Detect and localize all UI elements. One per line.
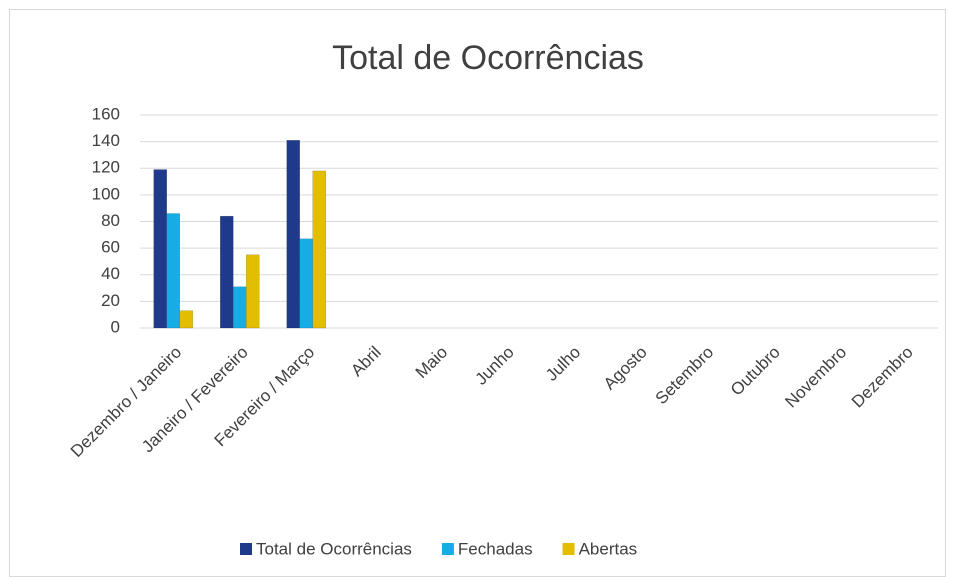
y-tick-label: 140 [92, 131, 120, 150]
bar [299, 238, 313, 329]
bar [286, 140, 300, 329]
bar [220, 215, 234, 329]
bar [166, 213, 180, 329]
legend-label: Total de Ocorrências [256, 539, 412, 558]
bar [312, 170, 326, 329]
y-tick-label: 60 [101, 238, 120, 257]
bar [246, 254, 260, 329]
legend-swatch [441, 543, 454, 555]
legend-swatch [240, 543, 252, 555]
y-tick-label: 0 [111, 317, 120, 336]
bar [153, 169, 167, 329]
y-tick-label: 160 [92, 104, 120, 123]
y-tick-label: 20 [101, 291, 120, 310]
chart-frame [9, 9, 946, 577]
legend-swatch [562, 543, 575, 555]
legend-label: Fechadas [458, 539, 533, 558]
y-tick-label: 100 [92, 184, 120, 203]
y-tick-label: 40 [101, 264, 120, 283]
legend-label: Abertas [579, 539, 638, 558]
y-tick-label: 80 [101, 211, 120, 230]
bar [233, 286, 247, 329]
y-tick-label: 120 [92, 158, 120, 177]
bar [179, 310, 193, 329]
chart-title: Total de Ocorrências [332, 39, 644, 77]
